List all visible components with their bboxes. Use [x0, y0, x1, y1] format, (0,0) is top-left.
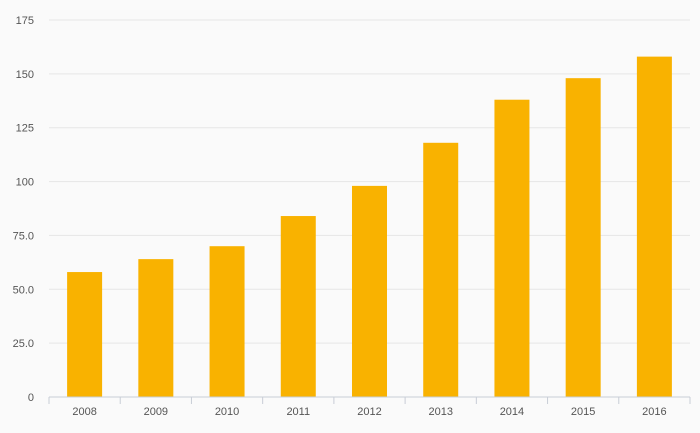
- y-tick-labels: 0 25.0 50.0 75.0 100 125 150 175: [13, 15, 34, 404]
- x-axis: [48, 396, 691, 404]
- y-tick-label: 50.0: [13, 284, 34, 296]
- bar-2012: [352, 185, 387, 397]
- bars: [67, 56, 672, 398]
- bar-2015: [565, 78, 601, 397]
- y-tick-label: 25.0: [13, 338, 34, 350]
- x-tick-label: 2016: [642, 406, 666, 418]
- bar-2013: [423, 142, 459, 397]
- x-tick-label: 2015: [571, 406, 595, 418]
- y-tick-label: 175: [16, 15, 34, 27]
- x-tick-label: 2010: [215, 406, 239, 418]
- y-tick-label: 0: [28, 392, 34, 404]
- bar-2016: [636, 56, 672, 397]
- x-tick-label: 2013: [428, 406, 452, 418]
- x-tick-label: 2009: [144, 406, 168, 418]
- x-tick-label: 2012: [357, 406, 381, 418]
- y-tick-label: 125: [16, 123, 34, 135]
- x-tick-label: 2011: [286, 406, 310, 418]
- bar-2008: [67, 272, 103, 397]
- y-tick-label: 150: [16, 69, 34, 81]
- bar-2014: [494, 99, 530, 398]
- y-tick-label: 100: [16, 177, 34, 189]
- bar-2010: [209, 246, 245, 397]
- y-tick-label: 75.0: [13, 230, 34, 242]
- bar-2011: [280, 216, 316, 397]
- bar-2009: [138, 259, 174, 397]
- x-tick-labels: 2008 2009 2010 2011 2012 2013 2014 2015 2016: [72, 406, 666, 418]
- x-tick-label: 2014: [500, 406, 524, 418]
- x-tick-label: 2008: [72, 406, 96, 418]
